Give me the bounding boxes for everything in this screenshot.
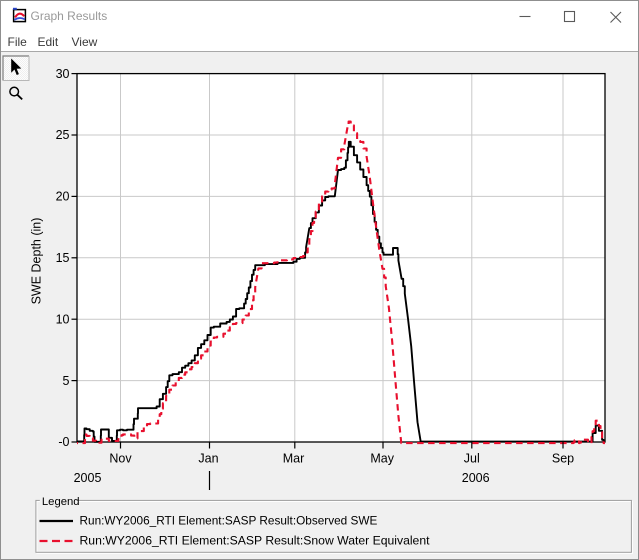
svg-text:5: 5 [63,374,70,388]
svg-text:2006: 2006 [462,471,490,485]
svg-text:10: 10 [56,312,70,326]
svg-text:30: 30 [56,67,70,81]
svg-text:Nov: Nov [109,452,132,466]
svg-text:Run:WY2006_RTI Element:SASP Re: Run:WY2006_RTI Element:SASP Result:Snow … [80,534,431,548]
svg-text:20: 20 [56,190,70,204]
svg-text:-0: -0 [58,435,69,449]
svg-text:SWE Depth (in): SWE Depth (in) [30,218,44,305]
svg-text:Mar: Mar [283,452,305,466]
svg-text:15: 15 [56,251,70,265]
svg-text:Sep: Sep [552,452,574,466]
svg-text:Jan: Jan [198,452,218,466]
svg-text:May: May [370,452,394,466]
svg-text:Run:WY2006_RTI Element:SASP Re: Run:WY2006_RTI Element:SASP Result:Obser… [80,514,378,528]
svg-text:25: 25 [56,128,70,142]
svg-text:Jul: Jul [464,452,480,466]
svg-text:2005: 2005 [74,471,102,485]
svg-text:Legend: Legend [42,496,80,508]
